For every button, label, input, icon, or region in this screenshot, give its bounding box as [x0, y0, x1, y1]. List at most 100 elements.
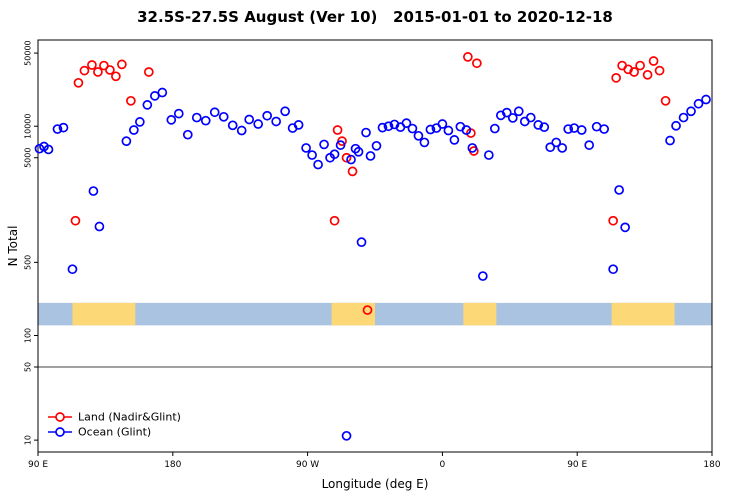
legend-label: Ocean (Glint)	[78, 426, 151, 439]
ocean-data-point	[419, 137, 430, 148]
ocean-data-point	[407, 123, 418, 134]
land-data-point	[70, 215, 81, 226]
ocean-data-point	[262, 110, 273, 121]
ocean-data-point	[209, 107, 220, 118]
ocean-data-point	[563, 124, 574, 134]
land-data-point	[329, 215, 340, 226]
land-data-point	[629, 67, 639, 77]
y-tick-label: 50000	[24, 40, 33, 65]
map-band-land	[611, 302, 675, 326]
ocean-data-point	[94, 221, 105, 232]
land-data-point	[93, 67, 103, 77]
ocean-data-point	[341, 430, 352, 441]
ocean-data-point	[236, 125, 247, 136]
land-data-point	[471, 58, 482, 69]
land-data-point	[648, 56, 659, 66]
ocean-data-point	[413, 130, 424, 141]
land-data-point	[635, 60, 645, 71]
ocean-data-point	[461, 125, 472, 135]
ocean-data-point	[157, 87, 168, 98]
land-data-point	[642, 69, 653, 80]
chart-title: 32.5S-27.5S August (Ver 10) 2015-01-01 t…	[137, 8, 613, 26]
land-data-point	[347, 166, 358, 177]
land-data-point	[111, 71, 121, 82]
ocean-data-point	[356, 237, 367, 248]
ocean-data-point	[182, 129, 193, 140]
ocean-data-point	[614, 185, 624, 195]
ocean-data-point	[620, 222, 630, 233]
ocean-data-point	[319, 139, 329, 150]
x-tick-label: 180	[703, 460, 720, 470]
ocean-data-point	[584, 140, 595, 150]
ocean-data-point	[608, 264, 618, 275]
ocean-data-point	[513, 106, 524, 117]
ocean-data-point	[121, 136, 132, 147]
ocean-data-point	[477, 271, 488, 281]
ocean-data-point	[507, 113, 518, 123]
ocean-data-point	[545, 142, 556, 153]
ocean-data-point	[533, 120, 544, 130]
land-data-point	[332, 125, 343, 135]
ocean-data-point	[271, 116, 281, 127]
ocean-data-point	[329, 149, 340, 160]
land-data-point	[117, 59, 127, 70]
map-band-land	[463, 302, 497, 326]
ocean-data-point	[701, 94, 711, 105]
map-band-land	[72, 302, 136, 326]
ocean-data-point	[449, 135, 460, 145]
ocean-data-point	[313, 159, 323, 170]
ocean-data-point	[693, 98, 704, 109]
ocean-data-point	[52, 124, 63, 134]
ocean-data-point	[377, 122, 388, 133]
ocean-data-point	[686, 106, 696, 117]
ocean-data-point	[88, 186, 99, 196]
ocean-data-point	[301, 143, 311, 153]
land-data-point	[362, 305, 373, 315]
land-data-point	[143, 67, 154, 77]
y-tick-label: 100	[24, 328, 33, 343]
land-data-point	[463, 52, 473, 62]
ocean-data-point	[576, 125, 587, 135]
ocean-data-point	[43, 144, 54, 155]
land-data-point	[341, 152, 352, 163]
ocean-data-point	[58, 122, 69, 133]
land-data-point	[105, 65, 115, 75]
ocean-data-point	[67, 264, 78, 275]
land-data-point	[87, 60, 97, 70]
x-tick-label: 90 W	[296, 460, 319, 470]
x-tick-label: 180	[164, 460, 181, 470]
land-data-point	[660, 95, 671, 106]
land-data-point	[654, 65, 665, 76]
legend-marker	[55, 412, 65, 422]
ocean-data-point	[665, 135, 675, 146]
ocean-data-point	[678, 112, 689, 123]
ocean-data-point	[307, 150, 317, 160]
ocean-data-point	[361, 127, 371, 138]
ocean-data-point	[280, 106, 290, 117]
ocean-data-point	[401, 118, 412, 129]
ocean-data-point	[253, 119, 264, 129]
ocean-data-point	[353, 146, 364, 157]
ocean-data-point	[489, 123, 500, 134]
ocean-data-point	[599, 124, 610, 134]
ocean-data-point	[557, 143, 568, 153]
ocean-data-point	[227, 120, 238, 131]
ocean-data-point	[425, 124, 436, 135]
x-tick-label: 90 E	[567, 460, 587, 470]
ocean-data-point	[200, 115, 211, 126]
land-data-point	[126, 95, 136, 106]
ocean-data-point	[142, 100, 153, 110]
land-data-point	[79, 65, 90, 76]
ocean-data-point	[365, 151, 376, 161]
ocean-data-point	[383, 121, 394, 132]
ocean-data-point	[443, 125, 454, 136]
y-tick-label: 500	[24, 255, 33, 270]
ocean-data-point	[539, 122, 550, 132]
ocean-data-point	[346, 154, 356, 165]
ocean-data-point	[166, 115, 177, 125]
ocean-data-point	[173, 108, 184, 119]
ocean-data-point	[483, 150, 494, 160]
land-data-point	[608, 215, 618, 226]
